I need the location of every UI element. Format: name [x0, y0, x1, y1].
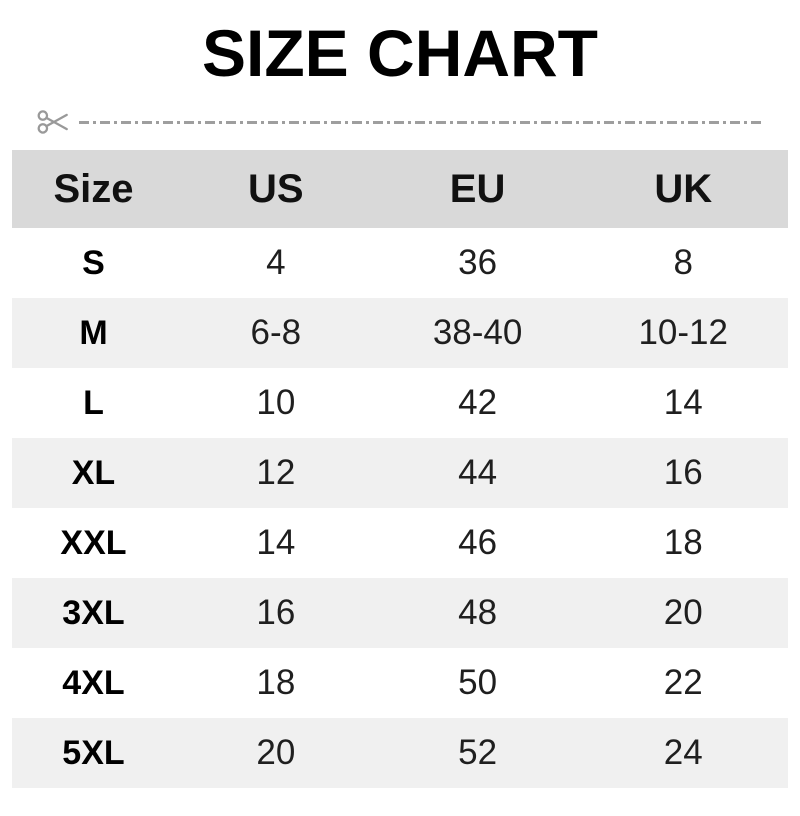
size-value: 6-8: [250, 313, 302, 352]
size-value: 18: [663, 523, 703, 562]
column-header: UK: [654, 166, 713, 211]
size-value: 12: [256, 453, 296, 492]
size-label: 4XL: [62, 663, 125, 702]
size-value: 24: [663, 733, 703, 772]
column-header: EU: [449, 166, 506, 211]
size-value: 16: [663, 453, 703, 492]
size-value: 14: [256, 523, 296, 562]
size-value: 20: [663, 593, 703, 632]
size-value: 44: [458, 453, 498, 492]
size-value: 38-40: [432, 313, 523, 352]
size-value: 46: [458, 523, 498, 562]
size-label: 3XL: [62, 593, 125, 632]
column-header: Size: [53, 166, 134, 211]
size-label: L: [83, 383, 104, 422]
table-row: M 6-8 38-40 10-12: [12, 298, 788, 368]
size-value: 50: [458, 663, 498, 702]
size-label: 5XL: [62, 733, 125, 772]
size-value: 42: [458, 383, 498, 422]
table-row: S 4 36 8: [12, 228, 788, 298]
cut-line: [37, 107, 765, 137]
size-label: M: [79, 313, 108, 352]
size-table: Size US EU UK S 4 36 8 M 6-8 38-40 10-12 L 10 42 14 XL 1…: [12, 150, 788, 788]
size-value: 16: [256, 593, 296, 632]
size-value: 18: [256, 663, 296, 702]
size-label: S: [82, 243, 105, 282]
size-value: 10-12: [638, 313, 728, 352]
table-row: 4XL 18 50 22: [12, 648, 788, 718]
page-title: SIZE CHART: [202, 16, 598, 90]
table-row: 3XL 16 48 20: [12, 578, 788, 648]
size-value: 36: [458, 243, 498, 282]
header-row: Size US EU UK: [12, 150, 788, 228]
table-row: XXL 14 46 18: [12, 508, 788, 578]
size-value: 20: [256, 733, 296, 772]
table-body: S 4 36 8 M 6-8 38-40 10-12 L 10 42 14 XL 12 44 16 XXL 14 4…: [12, 228, 788, 788]
column-header: US: [248, 166, 304, 211]
size-label: XL: [71, 453, 116, 492]
size-value: 4: [266, 243, 286, 282]
size-label: XXL: [60, 523, 127, 562]
size-value: 52: [458, 733, 498, 772]
size-value: 10: [256, 383, 296, 422]
size-chart-page: SIZE CHART Size US EU UK S 4 36 8 M 6-8 38-40 10-1…: [0, 16, 800, 816]
size-value: 48: [458, 593, 498, 632]
scissors-icon: [37, 110, 68, 134]
size-value: 14: [663, 383, 703, 422]
size-value: 22: [663, 663, 703, 702]
size-value: 8: [673, 243, 693, 282]
table-row: L 10 42 14: [12, 368, 788, 438]
dash-dot-line: [79, 120, 765, 124]
table-row: 5XL 20 52 24: [12, 718, 788, 788]
table-row: XL 12 44 16: [12, 438, 788, 508]
